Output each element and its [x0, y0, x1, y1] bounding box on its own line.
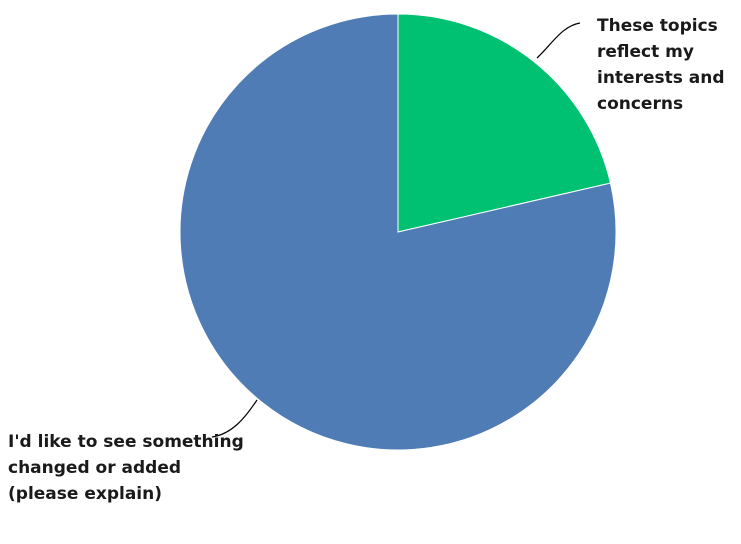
leader-line-0	[536, 22, 581, 59]
leader-line-1	[211, 399, 258, 438]
pie-slice-0	[397, 13, 612, 233]
pie-slice-1	[179, 13, 617, 451]
slice-label-topics-reflect-interests: These topics reflect my interests and co…	[597, 16, 725, 114]
slice-label-something-changed-or-added: I'd like to see something changed or add…	[8, 432, 244, 504]
